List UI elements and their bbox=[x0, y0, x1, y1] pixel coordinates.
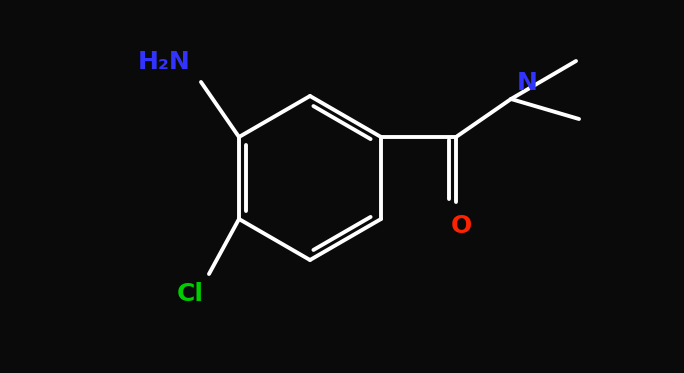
Text: H₂N: H₂N bbox=[138, 50, 191, 74]
Text: N: N bbox=[517, 71, 538, 95]
Text: Cl: Cl bbox=[177, 282, 204, 306]
Text: O: O bbox=[450, 214, 472, 238]
